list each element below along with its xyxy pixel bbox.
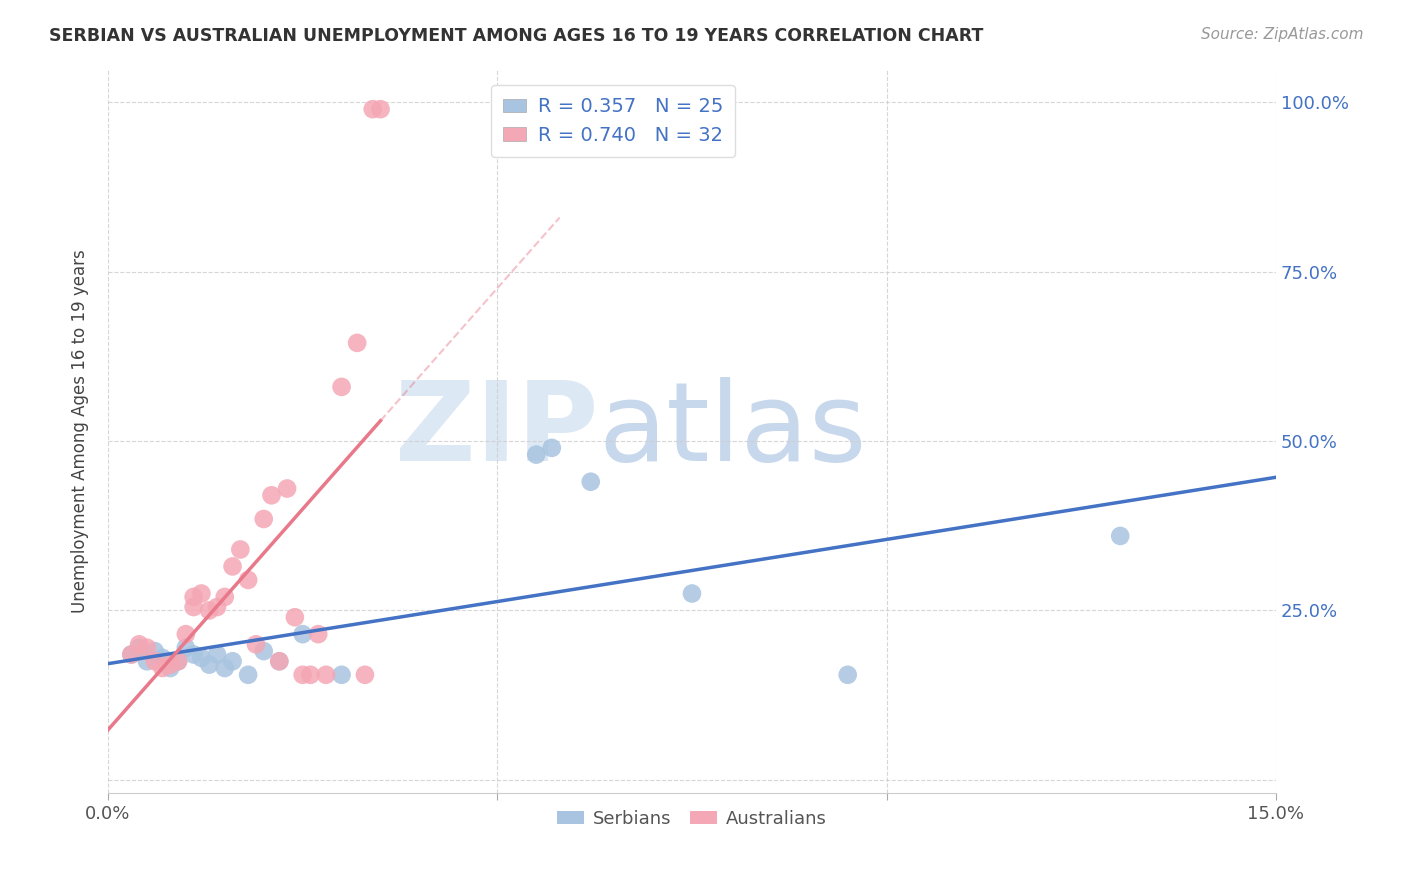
Point: [236, 668, 259, 682]
Point: [205, 600, 228, 615]
Point: [152, 651, 174, 665]
Point: [183, 590, 205, 604]
Point: [167, 654, 190, 668]
Point: [253, 644, 276, 658]
Point: [167, 654, 190, 668]
Point: [245, 637, 267, 651]
Point: [1109, 529, 1132, 543]
Point: [269, 654, 291, 668]
Point: [214, 590, 236, 604]
Point: [174, 640, 197, 655]
Point: [229, 542, 252, 557]
Point: [330, 668, 353, 682]
Point: [198, 603, 221, 617]
Point: [370, 102, 392, 116]
Text: atlas: atlas: [599, 377, 868, 484]
Point: [236, 573, 259, 587]
Point: [198, 657, 221, 672]
Point: [291, 627, 314, 641]
Point: [174, 627, 197, 641]
Point: [681, 586, 703, 600]
Point: [128, 637, 150, 651]
Point: [346, 335, 368, 350]
Point: [120, 648, 142, 662]
Point: [152, 661, 174, 675]
Point: [276, 482, 298, 496]
Point: [253, 512, 276, 526]
Point: [135, 640, 157, 655]
Text: Source: ZipAtlas.com: Source: ZipAtlas.com: [1201, 27, 1364, 42]
Text: SERBIAN VS AUSTRALIAN UNEMPLOYMENT AMONG AGES 16 TO 19 YEARS CORRELATION CHART: SERBIAN VS AUSTRALIAN UNEMPLOYMENT AMONG…: [49, 27, 984, 45]
Point: [205, 648, 228, 662]
Point: [299, 668, 322, 682]
Point: [307, 627, 329, 641]
Point: [524, 448, 547, 462]
Text: ZIP: ZIP: [395, 377, 599, 484]
Point: [291, 668, 314, 682]
Point: [143, 644, 166, 658]
Point: [214, 661, 236, 675]
Point: [837, 668, 859, 682]
Point: [128, 640, 150, 655]
Point: [284, 610, 307, 624]
Legend: Serbians, Australians: Serbians, Australians: [550, 803, 834, 835]
Point: [269, 654, 291, 668]
Point: [159, 657, 181, 672]
Point: [143, 654, 166, 668]
Point: [183, 648, 205, 662]
Y-axis label: Unemployment Among Ages 16 to 19 years: Unemployment Among Ages 16 to 19 years: [72, 249, 89, 613]
Point: [183, 600, 205, 615]
Point: [315, 668, 337, 682]
Point: [221, 654, 243, 668]
Point: [159, 661, 181, 675]
Point: [120, 648, 142, 662]
Point: [190, 651, 212, 665]
Point: [361, 102, 384, 116]
Point: [579, 475, 602, 489]
Point: [354, 668, 377, 682]
Point: [190, 586, 212, 600]
Point: [330, 380, 353, 394]
Point: [260, 488, 283, 502]
Point: [135, 654, 157, 668]
Point: [540, 441, 562, 455]
Point: [221, 559, 243, 574]
